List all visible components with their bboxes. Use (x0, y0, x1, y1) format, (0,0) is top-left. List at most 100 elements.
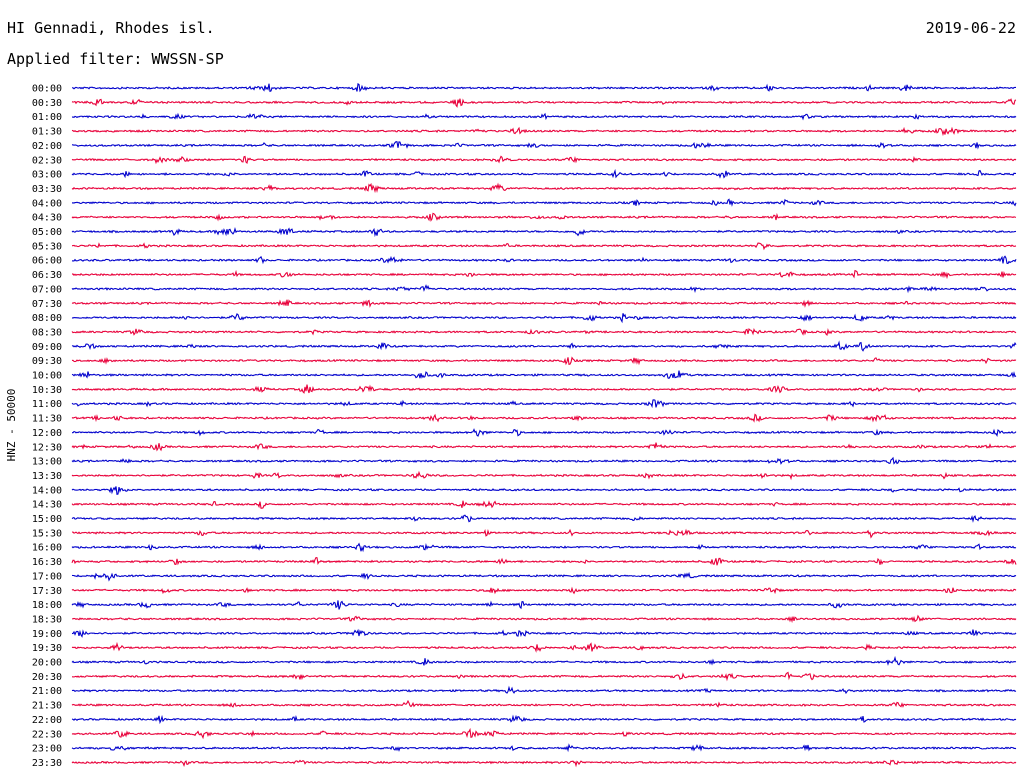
seismogram-trace (71, 327, 1017, 337)
hour-label: 17:00 (32, 571, 62, 582)
seismogram-trace (71, 685, 1017, 695)
seismogram-trace (71, 399, 1017, 409)
hour-label: 00:30 (32, 98, 62, 109)
hour-label: 19:30 (32, 643, 62, 654)
seismogram-trace (71, 242, 1017, 251)
seismogram-trace (71, 269, 1017, 280)
seismogram-trace (71, 500, 1017, 509)
seismogram-trace (71, 699, 1017, 708)
hour-label: 07:30 (32, 299, 62, 310)
hour-label: 09:30 (32, 356, 62, 367)
seismogram-trace (71, 586, 1017, 595)
hour-label: 12:30 (32, 442, 62, 453)
seismogram-rows: 00:00 00:30 01:00 01:30 02:00 02:30 03:00 03:30… (32, 83, 1017, 769)
hour-label: 20:00 (32, 658, 62, 669)
hour-label: 18:30 (32, 614, 62, 625)
seismogram-trace (71, 600, 1017, 610)
hour-label: 02:00 (32, 141, 62, 152)
hour-label: 08:30 (32, 327, 62, 338)
seismogram-trace (71, 413, 1017, 423)
hour-label: 01:30 (32, 127, 62, 138)
seismogram-trace (71, 182, 1017, 194)
seismogram-trace (71, 456, 1017, 465)
seismogram-trace (71, 759, 1017, 768)
hour-label: 09:00 (32, 342, 62, 353)
seismogram-trace (71, 614, 1017, 624)
filter-label: Applied filter: WWSSN-SP (7, 50, 224, 68)
seismogram-trace (71, 227, 1017, 238)
seismogram-trace (71, 141, 1017, 150)
seismogram-trace (71, 340, 1017, 352)
hour-label: 05:00 (32, 227, 62, 238)
seismogram-trace (71, 442, 1017, 452)
hour-label: 03:00 (32, 170, 62, 181)
record-date: 2019-06-22 (925, 19, 1016, 37)
hour-label: 22:00 (32, 715, 62, 726)
hour-label: 04:30 (32, 213, 62, 224)
seismogram-trace (71, 212, 1017, 222)
seismogram-trace (71, 628, 1017, 638)
seismogram-trace (71, 655, 1017, 666)
seismogram-trace (71, 428, 1017, 437)
hour-label: 12:00 (32, 428, 62, 439)
seismogram-trace (71, 198, 1017, 207)
seismogram-trace (71, 356, 1017, 366)
seismogram-trace (71, 486, 1017, 496)
seismogram-trace (71, 514, 1017, 523)
seismogram-trace (71, 112, 1017, 121)
seismogram-trace (71, 641, 1017, 653)
hour-label: 16:00 (32, 543, 62, 554)
hour-label: 11:30 (32, 414, 62, 425)
hour-label: 21:30 (32, 701, 62, 712)
hour-label: 19:00 (32, 629, 62, 640)
seismogram-trace (71, 542, 1017, 553)
seismogram-trace (71, 384, 1017, 394)
hour-label: 10:00 (32, 371, 62, 382)
hour-label: 04:00 (32, 198, 62, 209)
channel-label: HNZ - 50000 (5, 389, 18, 462)
hour-label: 17:30 (32, 586, 62, 597)
hour-label: 07:00 (32, 284, 62, 295)
seismogram-trace (71, 671, 1017, 682)
seismogram-trace (71, 556, 1017, 566)
hour-label: 20:30 (32, 672, 62, 683)
seismogram-trace (71, 155, 1017, 165)
hour-label: 15:30 (32, 528, 62, 539)
hour-label: 08:00 (32, 313, 62, 324)
hour-label: 06:30 (32, 270, 62, 281)
seismogram-trace (71, 284, 1017, 294)
hour-label: 13:00 (32, 457, 62, 468)
seismogram-trace (71, 126, 1017, 137)
hour-label: 11:00 (32, 399, 62, 410)
hour-label: 18:00 (32, 600, 62, 611)
hour-label: 14:30 (32, 500, 62, 511)
hour-label: 06:00 (32, 256, 62, 267)
hour-label: 01:00 (32, 112, 62, 123)
hour-label: 02:30 (32, 155, 62, 166)
hour-label: 05:30 (32, 241, 62, 252)
hour-label: 10:30 (32, 385, 62, 396)
hour-label: 22:30 (32, 729, 62, 740)
seismogram-trace (71, 98, 1017, 108)
seismogram-trace (71, 255, 1017, 265)
hour-label: 15:00 (32, 514, 62, 525)
seismogram-trace (71, 370, 1017, 379)
hour-label: 23:30 (32, 758, 62, 769)
seismogram-trace (71, 714, 1017, 725)
hour-label: 03:30 (32, 184, 62, 195)
seismogram-trace (71, 727, 1017, 740)
seismogram-trace (71, 168, 1017, 179)
seismogram-trace (71, 470, 1017, 481)
seismogram-trace (71, 83, 1016, 93)
seismogram-trace (71, 571, 1017, 582)
seismogram-trace (71, 528, 1017, 539)
station-title: HI Gennadi, Rhodes isl. (7, 19, 215, 37)
seismogram-trace (71, 743, 1017, 753)
hour-label: 13:30 (32, 471, 62, 482)
hour-label: 14:00 (32, 485, 62, 496)
seismogram-trace (71, 313, 1017, 324)
hour-label: 23:00 (32, 744, 62, 755)
hour-label: 16:30 (32, 557, 62, 568)
hour-label: 21:00 (32, 686, 62, 697)
